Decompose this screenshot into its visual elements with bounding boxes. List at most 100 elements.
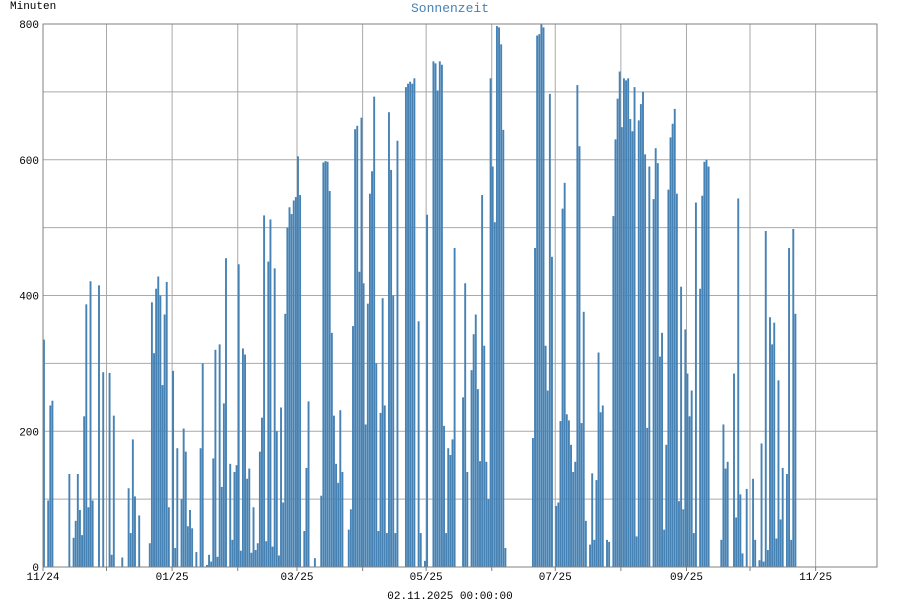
data-bar xyxy=(483,345,486,567)
data-bar xyxy=(258,451,261,567)
data-bar xyxy=(551,256,553,567)
data-bar xyxy=(83,416,86,567)
data-bar xyxy=(629,119,632,568)
data-bar xyxy=(618,71,621,567)
data-bar xyxy=(129,533,132,567)
data-bar xyxy=(390,169,393,567)
data-bar xyxy=(127,488,130,567)
data-bar xyxy=(491,166,494,567)
data-bar xyxy=(413,78,416,568)
data-bar xyxy=(161,385,164,567)
data-bar xyxy=(445,533,448,567)
data-bar xyxy=(148,543,151,567)
data-bar xyxy=(705,159,708,567)
x-tick-label: 11/24 xyxy=(26,572,59,584)
data-bar xyxy=(256,543,259,567)
data-bar xyxy=(326,161,329,567)
data-bar xyxy=(580,423,583,567)
data-bar xyxy=(599,412,602,567)
data-bar xyxy=(364,424,367,567)
data-bar xyxy=(699,288,702,567)
data-bar xyxy=(546,390,549,567)
data-bar xyxy=(176,448,179,567)
data-bar xyxy=(572,471,575,567)
data-bar xyxy=(737,198,740,567)
data-bar xyxy=(720,539,723,567)
data-bar xyxy=(68,474,71,567)
data-bar xyxy=(347,529,350,567)
data-bar xyxy=(665,444,668,567)
data-bar xyxy=(627,78,630,568)
data-bar xyxy=(631,131,634,567)
data-bar xyxy=(286,227,289,567)
data-bar xyxy=(81,535,84,567)
data-bar xyxy=(502,129,505,567)
data-bar xyxy=(411,83,414,567)
data-bar xyxy=(292,200,295,567)
data-bar xyxy=(252,507,255,567)
data-bar xyxy=(216,556,219,567)
data-bar xyxy=(271,546,274,567)
grid-layer xyxy=(42,24,877,571)
data-bar xyxy=(792,228,795,568)
data-bar xyxy=(89,281,92,567)
data-bar xyxy=(417,321,420,567)
data-bar xyxy=(280,407,282,567)
data-bar xyxy=(275,431,278,567)
x-tick-label: 09/25 xyxy=(670,572,703,584)
chart-title: Sonnenzeit xyxy=(411,1,489,16)
data-bar xyxy=(373,96,376,567)
data-bar xyxy=(155,288,158,567)
data-bar xyxy=(248,468,251,567)
data-bar xyxy=(625,80,628,568)
data-bar xyxy=(453,247,456,568)
data-bar xyxy=(371,171,374,567)
data-bar xyxy=(447,448,450,567)
data-bar xyxy=(498,27,501,568)
data-bar xyxy=(313,558,316,567)
data-bar xyxy=(254,550,257,567)
data-bar xyxy=(466,471,469,567)
data-bar xyxy=(470,370,473,567)
data-bar xyxy=(396,140,399,567)
x-tick-label: 11/25 xyxy=(799,572,832,584)
data-bar xyxy=(87,507,90,567)
data-bar xyxy=(684,329,687,567)
data-bar xyxy=(138,515,141,567)
data-bar xyxy=(307,401,310,567)
data-bar xyxy=(671,123,674,568)
data-bar xyxy=(766,550,769,567)
data-bar xyxy=(557,502,560,567)
data-bar xyxy=(229,463,232,567)
y-tick-label: 400 xyxy=(19,292,39,304)
data-bar xyxy=(394,533,397,567)
data-bar xyxy=(485,461,488,567)
data-bar xyxy=(195,552,198,567)
data-bar xyxy=(131,439,134,567)
data-bar xyxy=(654,148,657,567)
data-bar xyxy=(409,81,412,567)
data-bar xyxy=(324,161,327,568)
data-bar xyxy=(694,202,697,568)
y-tick-label: 800 xyxy=(19,20,39,32)
data-bar xyxy=(182,428,185,567)
data-bar xyxy=(493,222,496,567)
y-tick-label: 200 xyxy=(19,427,39,439)
data-bar xyxy=(322,162,325,567)
data-bar xyxy=(354,129,357,568)
data-bar xyxy=(284,313,287,567)
data-bar xyxy=(85,304,88,567)
data-bar xyxy=(269,219,272,568)
data-bar xyxy=(663,529,666,567)
data-bar xyxy=(690,390,693,567)
data-bar xyxy=(241,348,244,567)
data-bar xyxy=(775,538,778,567)
data-bar xyxy=(102,372,105,567)
data-bar xyxy=(542,27,545,568)
data-bar xyxy=(472,334,475,567)
data-bar xyxy=(773,322,776,567)
data-bar xyxy=(678,501,680,567)
x-tick-label: 07/25 xyxy=(539,572,572,584)
data-bar xyxy=(788,247,791,568)
data-bar xyxy=(385,533,388,567)
